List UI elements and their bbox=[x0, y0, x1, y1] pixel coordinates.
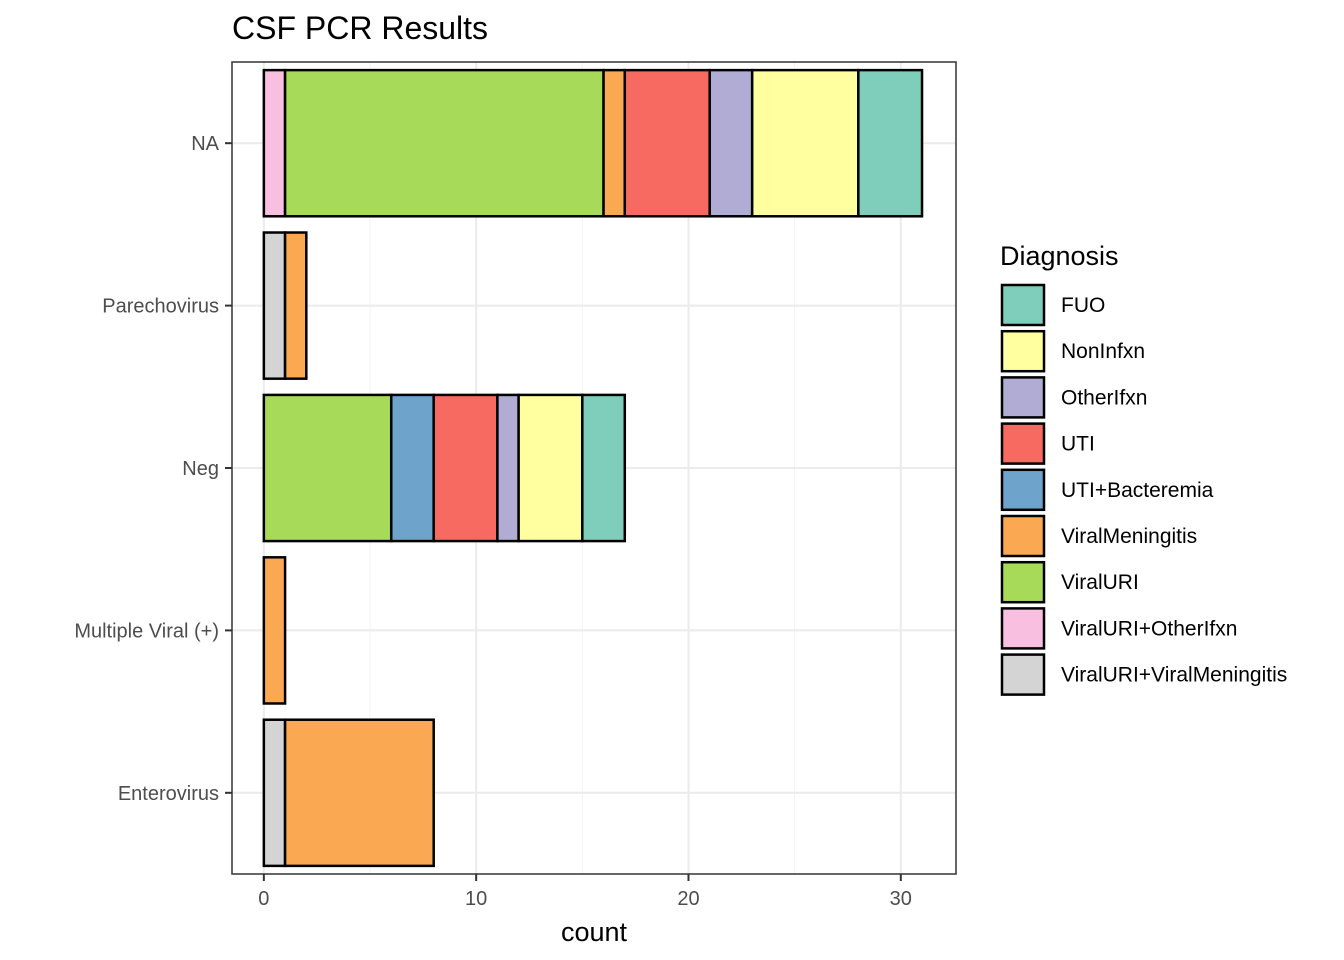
bar-segment bbox=[750, 68, 860, 218]
legend-key bbox=[1000, 653, 1046, 696]
legend-key bbox=[1000, 607, 1046, 650]
chart-title: CSF PCR Results bbox=[232, 10, 488, 46]
bar-segment bbox=[283, 718, 435, 868]
legend-key bbox=[1000, 560, 1046, 604]
bar-segment bbox=[262, 393, 393, 543]
legend-label: ViralURI+ViralMeningitis bbox=[1061, 664, 1287, 687]
legend-key bbox=[1000, 468, 1046, 512]
bar-segment bbox=[262, 718, 287, 868]
legend: Diagnosis FUO NonInfxn OtherIfxn UTI UTI+Bac… bbox=[1000, 241, 1287, 696]
bar-segment bbox=[623, 68, 711, 218]
legend-label: ViralURI bbox=[1061, 571, 1139, 594]
bar-segment bbox=[496, 393, 520, 543]
bar-segment bbox=[283, 231, 308, 380]
legend-label: ViralURI+OtherIfxn bbox=[1061, 617, 1237, 640]
legend-key bbox=[1000, 422, 1046, 465]
bar-segment bbox=[432, 393, 499, 543]
x-axis-label: count bbox=[561, 917, 628, 947]
legend-label: ViralMeningitis bbox=[1061, 525, 1197, 548]
legend-label: UTI bbox=[1061, 433, 1095, 456]
legend-key bbox=[1000, 329, 1046, 373]
bar-segment bbox=[389, 393, 435, 543]
bars bbox=[262, 68, 924, 868]
legend-label: OtherIfxn bbox=[1061, 386, 1147, 409]
y-tick-label: Multiple Viral (+) bbox=[74, 620, 219, 642]
bar-segment bbox=[262, 68, 287, 218]
axis-ticks: 0 10 20 30 Enterovirus Multiple Viral (+) Neg P… bbox=[74, 133, 912, 910]
legend-label: NonInfxn bbox=[1061, 340, 1145, 363]
bar-segment bbox=[517, 393, 584, 543]
y-tick-label: NA bbox=[191, 133, 219, 155]
y-tick-label: Enterovirus bbox=[118, 783, 219, 805]
bar-segment bbox=[283, 68, 605, 218]
legend-label: FUO bbox=[1061, 294, 1105, 317]
bar-segment bbox=[857, 68, 924, 218]
legend-key bbox=[1000, 514, 1046, 558]
legend-key bbox=[1000, 376, 1046, 419]
bar-segment bbox=[581, 393, 627, 543]
bar-segment bbox=[708, 68, 754, 218]
bar-segment bbox=[602, 68, 627, 218]
x-tick-label: 30 bbox=[890, 888, 912, 910]
y-tick-label: Neg bbox=[182, 458, 219, 480]
bar-segment bbox=[262, 556, 287, 705]
x-tick-label: 10 bbox=[465, 888, 487, 910]
y-tick-label: Parechovirus bbox=[102, 296, 219, 318]
legend-title: Diagnosis bbox=[1000, 241, 1119, 271]
x-tick-label: 20 bbox=[677, 888, 699, 910]
legend-label: UTI+Bacteremia bbox=[1061, 479, 1214, 502]
x-tick-label: 0 bbox=[258, 888, 269, 910]
legend-key bbox=[1000, 283, 1046, 327]
bar-segment bbox=[262, 231, 287, 380]
